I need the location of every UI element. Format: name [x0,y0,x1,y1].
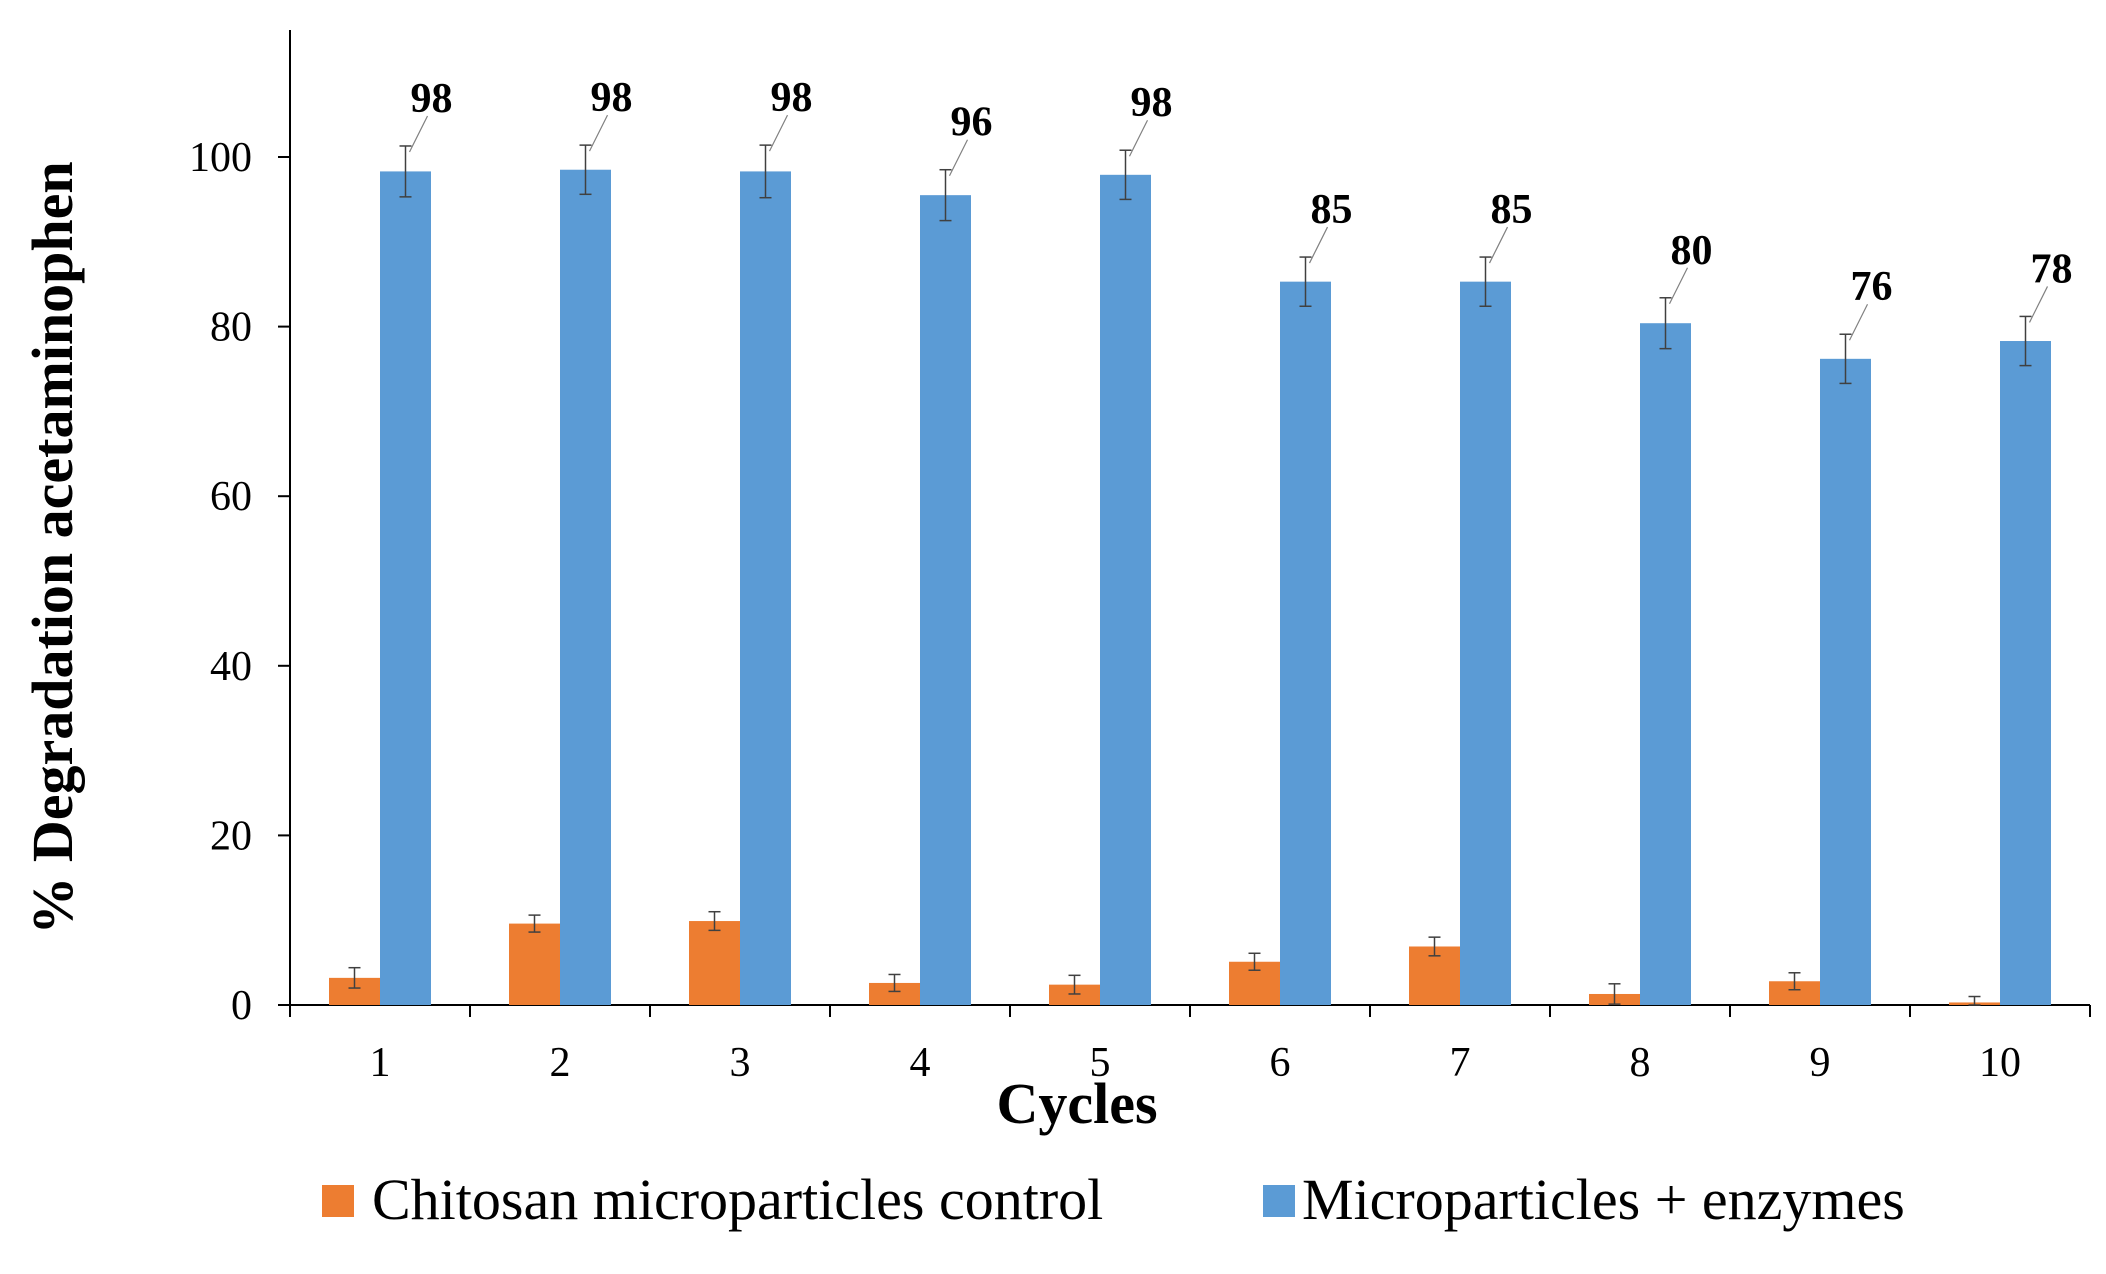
x-tick-label: 5 [1090,1040,1111,1086]
bar-control [869,982,920,1005]
bar-enzymes [1820,358,1871,1006]
bar-control [1049,984,1100,1005]
legend-swatch-control [322,1185,354,1217]
x-tick-label: 3 [730,1040,751,1086]
legend-label-control: Chitosan microparticles control [372,1167,1103,1232]
bar-control [689,921,740,1005]
x-tick-label: 7 [1450,1040,1471,1086]
bar-enzymes [560,169,611,1006]
data-label: 80 [1671,228,1713,274]
data-label: 98 [591,75,633,121]
data-label-leader [948,139,969,176]
y-tick-label: 60 [210,474,252,520]
x-tick-label: 8 [1630,1040,1651,1086]
bar-enzymes [920,195,971,1005]
data-label: 98 [411,76,453,122]
data-label-leader [768,114,789,152]
data-label: 76 [1851,264,1893,310]
data-label: 85 [1311,187,1353,233]
data-label: 98 [771,75,813,121]
data-label: 78 [2031,246,2073,292]
bar-enzymes [2000,341,2051,1005]
bar-enzymes [740,171,791,1005]
data-label-leader [1128,119,1149,157]
bar-enzymes [1640,323,1691,1005]
bar-enzymes [380,171,431,1005]
data-label: 98 [1131,80,1173,126]
x-tick-label: 1 [370,1040,391,1086]
y-tick-label: 20 [210,813,252,859]
y-axis-title: % Degradation acetaminophen [20,161,85,934]
x-tick-label: 10 [1979,1040,2021,1086]
legend-swatch-enzymes [1263,1185,1295,1217]
data-label-leader [2028,286,2049,323]
data-label-leader [1848,303,1869,341]
x-axis-title: Cycles [996,1071,1157,1136]
y-tick-label: 80 [210,305,252,351]
bar-enzymes [1280,281,1331,1005]
x-tick-label: 2 [550,1040,571,1086]
bar-enzymes [1100,174,1151,1006]
y-tick-label: 40 [210,644,252,690]
legend-label-enzymes: Microparticles + enzymes [1302,1167,1905,1232]
data-label-leader [1668,267,1689,305]
data-label: 96 [951,100,993,146]
data-label-leader [1488,226,1509,264]
y-tick-label: 0 [231,983,252,1029]
y-tick-label: 100 [189,135,252,181]
data-label-leader [1308,226,1329,264]
x-tick-label: 9 [1810,1040,1831,1086]
bar-enzymes [1460,281,1511,1005]
bar-control [509,923,560,1005]
data-label-leader [588,114,609,152]
x-tick-label: 6 [1270,1040,1291,1086]
x-tick-label: 4 [910,1040,931,1086]
data-label: 85 [1491,187,1533,233]
bar-control [1769,981,1820,1005]
data-label-leader [408,115,429,153]
